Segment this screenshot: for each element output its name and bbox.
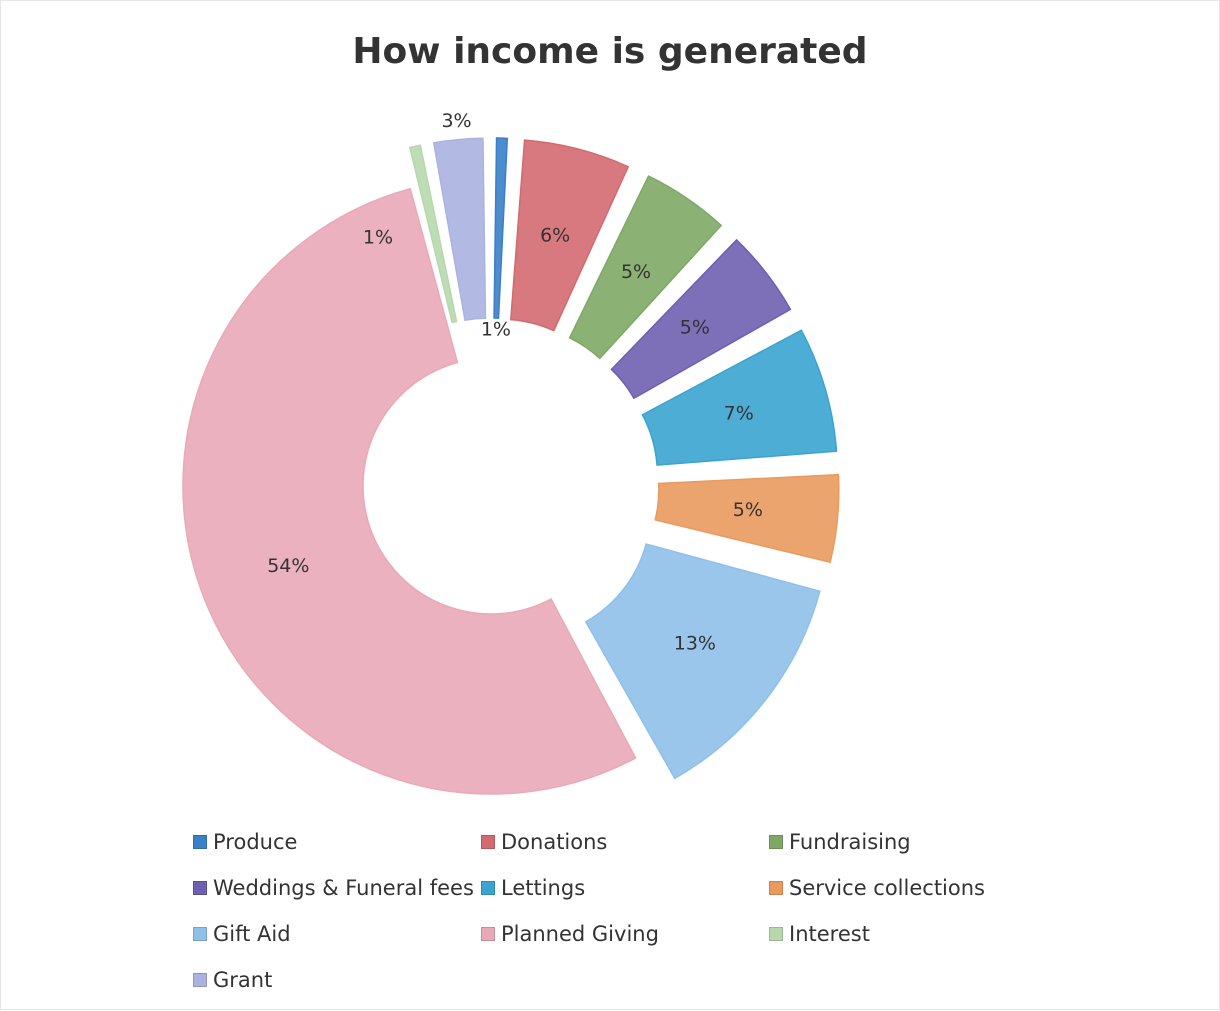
- data-label-weddings-and-funeral-fees: 5%: [680, 316, 710, 338]
- chart-title: How income is generated: [352, 31, 868, 72]
- slice-produce: [493, 137, 509, 319]
- data-label-donations: 6%: [540, 225, 570, 247]
- slice-fundraising: [568, 175, 723, 360]
- slice-interest: [408, 144, 458, 324]
- slice-planned-giving: [182, 187, 637, 795]
- slice-donations: [509, 139, 630, 332]
- slice-lettings: [641, 329, 838, 466]
- data-label-fundraising: 5%: [621, 261, 651, 283]
- data-label-gift-aid: 13%: [674, 633, 716, 655]
- slice-gift-aid: [584, 543, 821, 780]
- data-label-grant: 3%: [441, 110, 471, 132]
- data-label-planned-giving: 54%: [267, 555, 309, 577]
- data-label-service-collections: 5%: [733, 499, 763, 521]
- slice-weddings-and-funeral-fees: [610, 238, 792, 400]
- slice-grant: [432, 137, 487, 321]
- data-label-produce: 1%: [481, 319, 511, 341]
- data-label-interest: 1%: [363, 227, 393, 249]
- data-label-lettings: 7%: [724, 403, 754, 425]
- slice-service-collections: [654, 473, 840, 564]
